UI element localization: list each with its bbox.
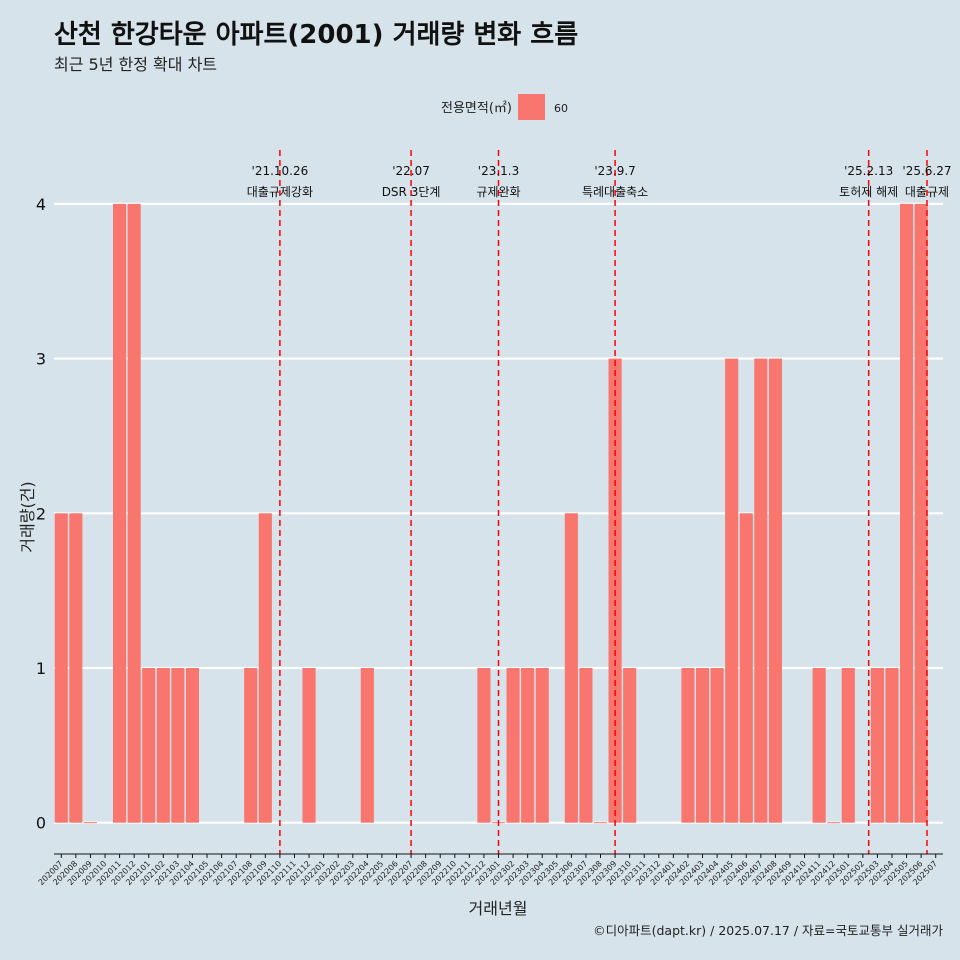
chart-caption: ©디아파트(dapt.kr) / 2025.07.17 / 자료=국토교통부 실… (593, 923, 943, 938)
bar-202112 (302, 667, 316, 823)
bar-202109 (258, 513, 272, 823)
event-description-label: 토허제 해제 (839, 185, 898, 199)
y-axis-ticks: 0 1 2 3 4 (36, 195, 46, 833)
y-tick-label: 1 (36, 659, 46, 678)
bar-202304 (535, 667, 549, 823)
y-tick-label: 4 (36, 195, 46, 214)
event-date-label: '23.9.7 (594, 164, 635, 178)
bar-202008 (69, 513, 83, 823)
bar-202303 (521, 667, 535, 823)
event-date-label: '22.07 (392, 164, 430, 178)
event-date-label: '23.1.3 (478, 164, 519, 178)
bar-202402 (681, 667, 695, 823)
event-description-label: DSR 3단계 (382, 185, 441, 199)
bar-202310 (623, 667, 637, 823)
bar-202405 (725, 358, 739, 823)
bar-202501 (841, 667, 855, 823)
event-description-label: 특례대출축소 (582, 185, 648, 199)
bar-202101 (142, 667, 156, 823)
bar-202503 (870, 667, 884, 823)
bar-202505 (900, 203, 914, 823)
y-tick-label: 0 (36, 814, 46, 833)
bar-202408 (768, 358, 782, 823)
bar-202012 (127, 203, 141, 823)
event-description-label: 대출규제 (905, 185, 949, 199)
event-markers: '21.10.26 대출규제강화 '22.07 DSR 3단계 '23.1.3 규제완화 '… (247, 150, 952, 854)
event-date-label: '25.6.27 (902, 164, 951, 178)
legend-label-60: 60 (554, 102, 568, 115)
y-tick-label: 3 (36, 350, 46, 369)
x-axis: 2020072020082020092020102020112020122021… (37, 853, 943, 887)
event-date-label: '21.10.26 (252, 164, 309, 178)
bar-202011 (113, 203, 127, 823)
bar-202212 (477, 667, 491, 823)
bar-202103 (171, 667, 185, 823)
chart-subtitle: 최근 5년 한정 확대 차트 (54, 55, 217, 74)
y-axis-title: 거래량(건) (18, 481, 37, 552)
event-description-label: 대출규제강화 (247, 185, 313, 199)
bar-202307 (579, 667, 593, 823)
bar-202403 (695, 667, 710, 823)
bar-202506 (914, 203, 928, 823)
bar-202306 (564, 513, 578, 823)
chart-title: 산천 한강타운 아파트(2001) 거래량 변화 흐름 (54, 20, 578, 50)
legend-key-60 (518, 94, 545, 120)
bar-202104 (185, 667, 200, 823)
bar-202108 (244, 667, 258, 823)
bar-202302 (506, 667, 520, 823)
bar-202504 (885, 667, 899, 823)
legend-title: 전용면적(㎡) (441, 101, 512, 116)
event-date-label: '25.2.13 (844, 164, 893, 178)
legend: 전용면적(㎡) 60 (441, 94, 568, 120)
event-description-label: 규제완화 (476, 185, 520, 199)
bar-202204 (360, 667, 374, 823)
bars (54, 203, 928, 824)
bar-202102 (156, 667, 170, 823)
bar-202007 (54, 513, 68, 823)
bar-202407 (754, 358, 768, 823)
x-axis-title: 거래년월 (469, 899, 528, 918)
y-tick-label: 2 (36, 504, 46, 523)
bar-202404 (710, 667, 724, 823)
bar-202406 (739, 513, 753, 823)
bar-202411 (812, 667, 826, 823)
